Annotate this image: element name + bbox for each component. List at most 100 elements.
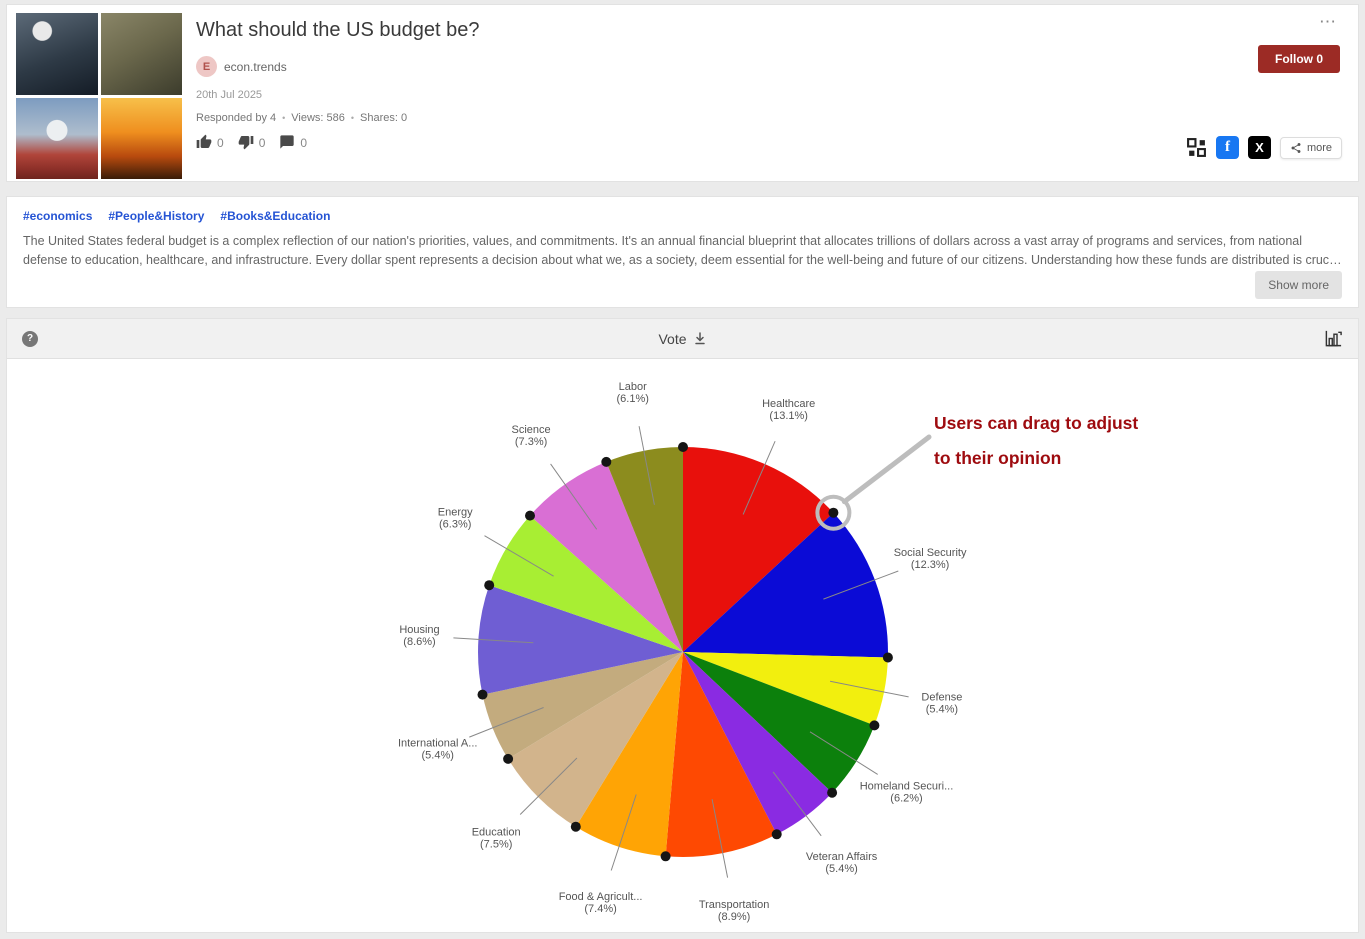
thumbs-up-icon — [196, 134, 212, 148]
post-thumbnail-construction[interactable] — [100, 97, 182, 179]
post-card: What should the US budget be? E econ.tre… — [6, 4, 1359, 182]
comment-icon — [280, 135, 295, 149]
tag-economics[interactable]: #economics — [23, 209, 93, 223]
pie-slice-energy[interactable] — [489, 515, 683, 652]
dislike-button[interactable]: 0 — [238, 134, 266, 150]
pie-label-line — [453, 637, 534, 644]
post-media-grid — [16, 13, 182, 179]
pie-label-line — [519, 757, 578, 815]
pie-slice-transportation[interactable] — [665, 652, 777, 858]
vote-header: ? Vote — [7, 319, 1358, 359]
post-stats: Responded by 4 • Views: 586 • Shares: 0 — [196, 112, 480, 124]
description-card: #economics #People&History #Books&Educat… — [6, 196, 1359, 308]
drag-handle-dot[interactable] — [828, 507, 839, 518]
post-thumbnail-soldiers[interactable] — [100, 13, 182, 95]
author-row[interactable]: E econ.trends — [196, 56, 480, 77]
drag-handle-dot[interactable] — [678, 442, 688, 452]
pie-slice-defense[interactable] — [683, 652, 888, 726]
drag-handle-dot[interactable] — [477, 689, 488, 700]
tags-row: #economics #People&History #Books&Educat… — [23, 209, 1342, 223]
drag-handle-dot[interactable] — [484, 580, 495, 591]
pie-slice-science[interactable] — [530, 461, 683, 652]
page-title: What should the US budget be? — [196, 19, 480, 41]
sort-download-icon[interactable] — [693, 331, 707, 346]
post-thumbnail-officer[interactable] — [16, 13, 98, 95]
drag-handle-dot[interactable] — [601, 456, 612, 467]
pie-label-line — [550, 463, 598, 530]
pie-slice-veteran-affairs[interactable] — [683, 652, 833, 835]
pie-label: Labor (6.1%) — [616, 381, 648, 405]
share-more-button[interactable]: more — [1279, 136, 1342, 159]
pie-label: Transportation (8.9%) — [699, 899, 770, 923]
thumbs-down-icon — [238, 136, 254, 150]
pie-label: International A... (5.4%) — [398, 738, 478, 762]
follow-button[interactable]: Follow 0 — [1258, 45, 1340, 73]
pie-slice-homeland-securi-[interactable] — [683, 652, 875, 793]
drag-handle-highlight-circle — [815, 494, 852, 531]
comment-button[interactable]: 0 — [279, 134, 307, 150]
annotation-line-1: Users can drag to adjust — [934, 413, 1138, 433]
pie-label: Veteran Affairs (5.4%) — [806, 851, 878, 875]
pie-label: Defense (5.4%) — [921, 692, 962, 716]
author-name[interactable]: econ.trends — [224, 59, 287, 74]
pie-label-line — [772, 771, 822, 837]
pie-label-line — [469, 707, 544, 738]
embed-grid-icon[interactable] — [1186, 137, 1207, 158]
drag-handle-dot[interactable] — [660, 851, 671, 862]
pie-slice-food-agricult-[interactable] — [575, 652, 683, 857]
pie-label: Education (7.5%) — [472, 827, 521, 851]
reactions-row: 0 0 0 — [196, 134, 480, 150]
drag-handle-dot[interactable] — [570, 821, 581, 832]
budget-pie-chart: Healthcare (13.1%) Social Security (12.3%) D… — [398, 381, 1138, 923]
pie-label: Housing (8.6%) — [399, 624, 439, 648]
comment-count: 0 — [300, 136, 308, 150]
tag-people-history[interactable]: #People&History — [108, 209, 205, 223]
shares-count: Shares: 0 — [360, 112, 408, 124]
pie-label-line — [742, 440, 776, 515]
share-nodes-icon — [1291, 142, 1301, 153]
tag-books-education[interactable]: #Books&Education — [220, 209, 331, 223]
pie-label-line — [484, 535, 554, 577]
pie-label: Energy (6.3%) — [438, 507, 473, 531]
share-more-label: more — [1306, 141, 1332, 154]
pie-label: Food & Agricult... (7.4%) — [559, 891, 643, 915]
like-button[interactable]: 0 — [196, 134, 224, 150]
x-share-icon[interactable]: X — [1247, 136, 1271, 159]
share-row: f X more — [1186, 136, 1342, 159]
pie-slice-housing[interactable] — [478, 585, 683, 695]
annotation-pointer-line — [841, 434, 932, 505]
pie-slice-social-security[interactable] — [683, 512, 888, 658]
pie-slice-labor[interactable] — [606, 447, 683, 652]
drag-handle-dot[interactable] — [525, 510, 535, 521]
post-thumbnail-capitol[interactable] — [16, 97, 98, 179]
avatar[interactable]: E — [196, 56, 217, 77]
pie-label-line — [823, 570, 899, 600]
drag-handle-dot[interactable] — [503, 753, 514, 764]
post-date: 20th Jul 2025 — [196, 89, 263, 101]
pie-slice-healthcare[interactable] — [683, 447, 834, 652]
pie-label-line — [711, 799, 729, 878]
help-icon[interactable]: ? — [22, 330, 38, 347]
like-count: 0 — [217, 136, 224, 150]
drag-handle-dot[interactable] — [869, 720, 880, 731]
more-options-icon[interactable]: ⋯ — [1319, 12, 1336, 31]
vote-title: Vote — [658, 330, 687, 347]
separator-dot: • — [350, 113, 355, 123]
drag-handle-dot[interactable] — [882, 652, 893, 663]
annotation-line-2: to their opinion — [934, 448, 1061, 468]
show-more-button[interactable]: Show more — [1255, 271, 1342, 299]
pie-label-line — [809, 731, 878, 775]
dislike-count: 0 — [258, 136, 266, 150]
drag-handle-dot[interactable] — [827, 787, 838, 798]
facebook-share-icon[interactable]: f — [1215, 136, 1239, 159]
pie-label: Social Security (12.3%) — [894, 547, 967, 571]
pie-label-line — [610, 794, 637, 871]
bar-chart-icon[interactable] — [1324, 329, 1343, 353]
drag-handle-dot[interactable] — [771, 829, 782, 840]
pie-label-line — [638, 426, 655, 505]
pie-label: Science (7.3%) — [512, 424, 551, 448]
chart-area: Healthcare (13.1%) Social Security (12.3%) D… — [7, 359, 1358, 932]
pie-slice-international-a-[interactable] — [482, 652, 684, 759]
pie-label: Homeland Securi... (6.2%) — [860, 781, 954, 805]
views-count: Views: 586 — [291, 112, 345, 124]
